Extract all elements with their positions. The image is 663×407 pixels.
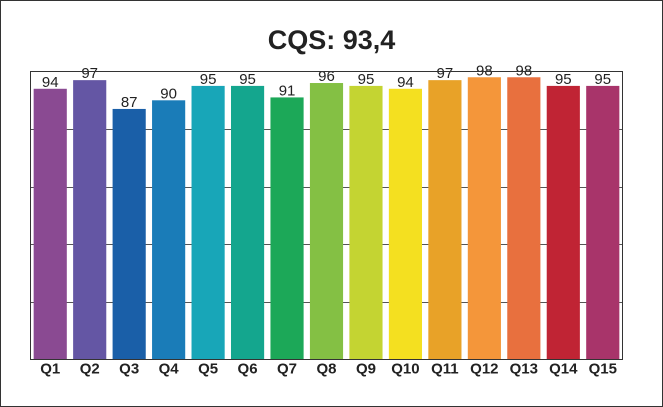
value-label-q4: 90 bbox=[160, 85, 177, 102]
value-label-q15: 95 bbox=[594, 71, 611, 88]
x-tick-label-q5: Q5 bbox=[198, 361, 218, 378]
x-tick-label-q12: Q12 bbox=[470, 361, 498, 378]
bar-q15 bbox=[586, 85, 620, 360]
x-tick-label-q14: Q14 bbox=[549, 361, 578, 378]
bar-q14 bbox=[546, 85, 580, 360]
value-label-q5: 95 bbox=[200, 71, 217, 88]
bar-q8 bbox=[309, 83, 344, 360]
bar-q3 bbox=[112, 108, 146, 360]
bar-q11 bbox=[428, 80, 462, 360]
value-label-q7: 91 bbox=[279, 82, 296, 99]
value-label-q10: 94 bbox=[397, 74, 414, 91]
x-tick-label-q1: Q1 bbox=[40, 361, 60, 378]
x-tick-label-q4: Q4 bbox=[159, 361, 180, 378]
value-label-q9: 95 bbox=[358, 71, 375, 88]
bar-q4 bbox=[152, 100, 186, 360]
value-label-q2: 97 bbox=[81, 65, 98, 82]
x-tick-label-q9: Q9 bbox=[356, 361, 376, 378]
bar-q7 bbox=[270, 97, 304, 360]
bar-q1 bbox=[33, 88, 67, 360]
plot-area-border bbox=[30, 71, 623, 360]
x-tick-label-q15: Q15 bbox=[589, 361, 617, 378]
x-tick-label-q11: Q11 bbox=[431, 361, 459, 378]
value-label-q8: 96 bbox=[318, 68, 335, 85]
value-labels: 94 97 87 90 95 95 91 96 95 94 97 98 98 95 95 bbox=[42, 62, 611, 111]
bar-q2 bbox=[73, 80, 107, 360]
value-label-q11: 97 bbox=[437, 65, 454, 82]
x-tick-label-q8: Q8 bbox=[316, 361, 336, 378]
x-tick-labels: Q1 Q2 Q3 Q4 Q5 Q6 Q7 Q8 Q9 Q10 Q11 Q12 Q13 Q14 Q15 bbox=[40, 361, 617, 378]
bar-q13 bbox=[507, 77, 541, 360]
value-label-q14: 95 bbox=[555, 71, 572, 88]
x-tick-label-q2: Q2 bbox=[80, 361, 100, 378]
value-label-q3: 87 bbox=[121, 94, 138, 111]
x-tick-label-q6: Q6 bbox=[238, 361, 258, 378]
x-tick-label-q7: Q7 bbox=[277, 361, 297, 378]
value-label-q13: 98 bbox=[515, 62, 532, 79]
chart-title: CQS: 93,4 bbox=[267, 25, 396, 55]
bar-q9 bbox=[349, 85, 383, 360]
bar-q6 bbox=[230, 85, 265, 360]
bar-q12 bbox=[467, 77, 501, 360]
bar-q10 bbox=[388, 88, 423, 360]
value-label-q1: 94 bbox=[42, 74, 59, 91]
x-tick-label-q3: Q3 bbox=[119, 361, 139, 378]
value-label-q6: 95 bbox=[239, 71, 256, 88]
bar-q5 bbox=[191, 85, 225, 360]
x-tick-label-q10: Q10 bbox=[391, 361, 419, 378]
value-label-q12: 98 bbox=[476, 62, 493, 79]
x-tick-label-q13: Q13 bbox=[510, 361, 538, 378]
bars bbox=[33, 77, 620, 360]
